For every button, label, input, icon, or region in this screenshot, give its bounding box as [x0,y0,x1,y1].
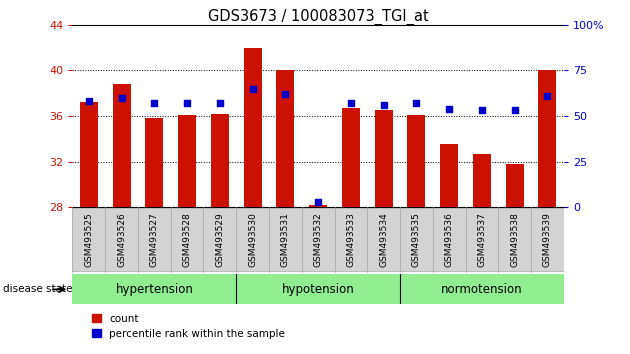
Text: GSM493534: GSM493534 [379,212,388,267]
FancyBboxPatch shape [367,209,400,271]
Text: disease state: disease state [3,284,72,295]
Bar [539,70,556,207]
Bar [178,115,196,207]
Text: GSM493531: GSM493531 [281,212,290,267]
FancyBboxPatch shape [466,209,498,271]
Text: GSM493530: GSM493530 [248,212,257,267]
FancyBboxPatch shape [433,209,466,271]
Point [444,106,454,112]
Point [149,100,159,106]
Bar [375,110,392,207]
Bar [408,115,425,207]
Text: GSM493525: GSM493525 [84,212,93,267]
Bar [342,108,360,207]
Bar [113,84,130,207]
Point [477,108,487,113]
Text: hypertension: hypertension [115,283,193,296]
FancyBboxPatch shape [72,274,236,304]
Text: GSM493529: GSM493529 [215,212,224,267]
Bar [211,114,229,207]
Bar [277,70,294,207]
Text: GSM493528: GSM493528 [183,212,192,267]
Title: GDS3673 / 100083073_TGI_at: GDS3673 / 100083073_TGI_at [208,8,428,25]
FancyBboxPatch shape [203,209,236,271]
FancyBboxPatch shape [400,209,433,271]
Point [411,100,421,106]
Text: GSM493539: GSM493539 [543,212,552,267]
Bar [506,164,524,207]
FancyBboxPatch shape [138,209,171,271]
Text: GSM493535: GSM493535 [412,212,421,267]
Point [215,100,225,106]
Text: GSM493536: GSM493536 [445,212,454,267]
Text: GSM493538: GSM493538 [510,212,519,267]
FancyBboxPatch shape [105,209,138,271]
Text: GSM493527: GSM493527 [150,212,159,267]
Text: GSM493533: GSM493533 [346,212,355,267]
Point [346,100,356,106]
Bar [440,144,458,207]
Bar [80,102,98,207]
Point [248,86,258,91]
Bar [473,154,491,207]
Point [117,95,127,101]
FancyBboxPatch shape [531,209,564,271]
Text: normotension: normotension [441,283,523,296]
Legend: count, percentile rank within the sample: count, percentile rank within the sample [88,310,289,343]
FancyBboxPatch shape [400,274,564,304]
Text: GSM493532: GSM493532 [314,212,323,267]
FancyBboxPatch shape [236,209,269,271]
FancyBboxPatch shape [498,209,531,271]
Point [280,91,290,97]
Text: hypotension: hypotension [282,283,355,296]
FancyBboxPatch shape [72,209,105,271]
Point [542,93,553,99]
Bar [146,118,163,207]
FancyBboxPatch shape [335,209,367,271]
Bar [309,205,327,207]
FancyBboxPatch shape [302,209,335,271]
Text: GSM493526: GSM493526 [117,212,126,267]
Point [313,199,323,205]
Point [182,100,192,106]
FancyBboxPatch shape [171,209,203,271]
Text: GSM493537: GSM493537 [478,212,486,267]
Point [84,98,94,104]
Point [379,102,389,108]
Point [510,108,520,113]
FancyBboxPatch shape [269,209,302,271]
FancyBboxPatch shape [236,274,400,304]
Bar [244,47,261,207]
